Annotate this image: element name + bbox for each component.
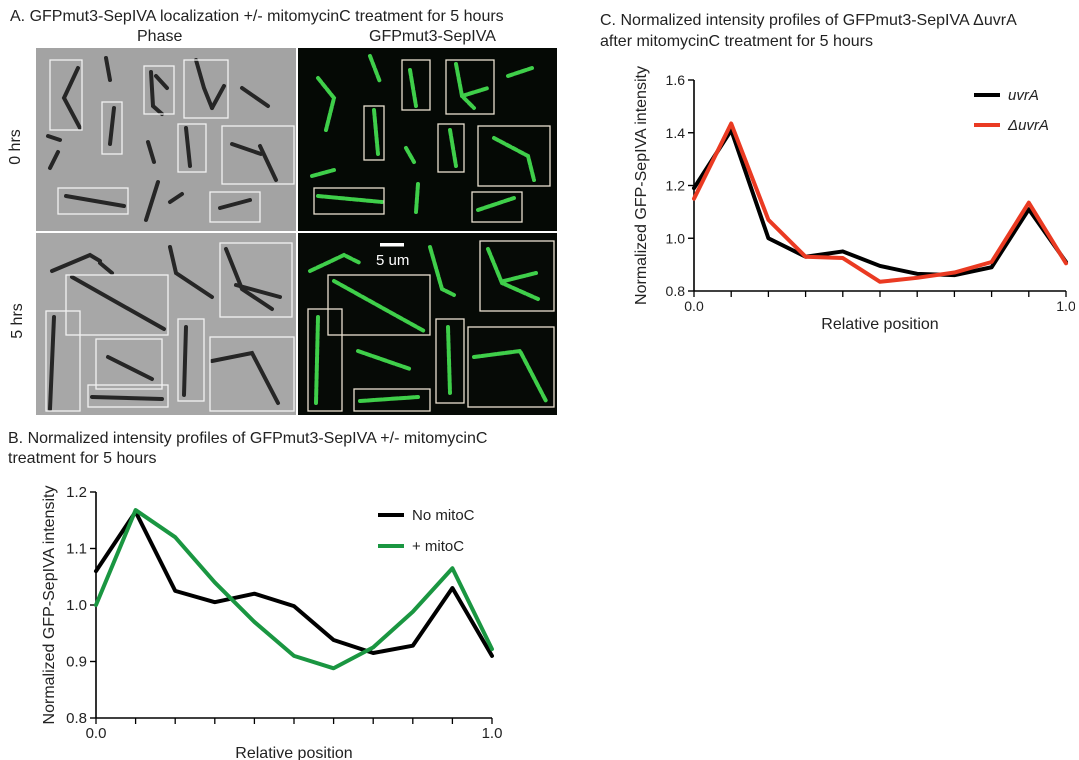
panel-b-title-line1: B. Normalized intensity profiles of GFPm… [8,430,488,447]
y-tick-label: 1.0 [66,597,87,614]
y-tick-label: 1.2 [666,178,686,194]
panel-c-title-line1: C. Normalized intensity profiles of GFPm… [600,12,1017,29]
micrograph-phase-5hrs [36,233,296,415]
series-line-2 [94,508,494,671]
y-tick-label: 1.0 [666,230,686,246]
row-label-5-hrs: 5 hrs [8,303,26,339]
x-tick-label: 1.0 [1056,298,1075,314]
legend-label-1: uvrA [1008,87,1039,104]
legend-label-2: + mitoC [412,538,464,555]
y-axis-label: Normalized GFP-SepIVA intensity [633,66,650,305]
y-tick-label: 0.8 [66,710,87,727]
series-line-1 [692,128,1068,278]
phase-0hrs-cells [46,56,295,223]
phase-5hrs-cells [45,242,295,412]
scale-bar-label: 5 um [376,252,410,269]
series-line-2 [692,121,1068,284]
panel-c-title-line2: after mitomycinC treatment for 5 hours [600,33,873,50]
y-tick-label: 1.2 [66,484,87,501]
legend-label-1: No mitoC [412,507,475,524]
x-tick-label: 0.0 [86,725,107,742]
gfp-column-label: GFPmut3-SepIVA [369,28,496,45]
y-tick-label: 0.8 [666,283,686,299]
micrograph-phase-0hrs [36,48,296,231]
micrograph-gfp-5hrs: 5 um [298,233,557,415]
y-tick-label: 1.4 [666,125,686,141]
y-tick-label: 1.6 [666,72,686,88]
micrograph-gfp-0hrs [298,48,557,231]
chart-c: 0.8 1.0 1.2 1.4 1.6 0.0 1.0 Relative position No… [633,66,1075,333]
x-tick-label: 1.0 [482,725,503,742]
legend-label-2: ΔuvrA [1007,117,1049,134]
row-label-0-hrs: 0 hrs [6,129,24,165]
chart-b: 0.8 0.9 1.0 1.1 1.2 0.0 1.0 Relative position No… [41,484,503,760]
panel-a-title: A. GFPmut3-SepIVA localization +/- mitom… [10,8,504,25]
scale-bar [380,243,404,247]
x-axis-label: Relative position [235,745,352,760]
gfp-5hrs-cells [307,240,555,412]
y-tick-label: 0.9 [66,654,87,671]
phase-column-label: Phase [137,28,183,45]
y-tick-label: 1.1 [66,541,87,558]
series-line-1 [94,509,494,658]
x-axis-label: Relative position [821,316,938,333]
panel-b-title-line2: treatment for 5 hours [8,450,157,467]
y-axis-label: Normalized GFP-SepIVA intensity [41,486,58,725]
gfp-0hrs-cells [310,54,551,223]
x-tick-label: 0.0 [684,298,704,314]
